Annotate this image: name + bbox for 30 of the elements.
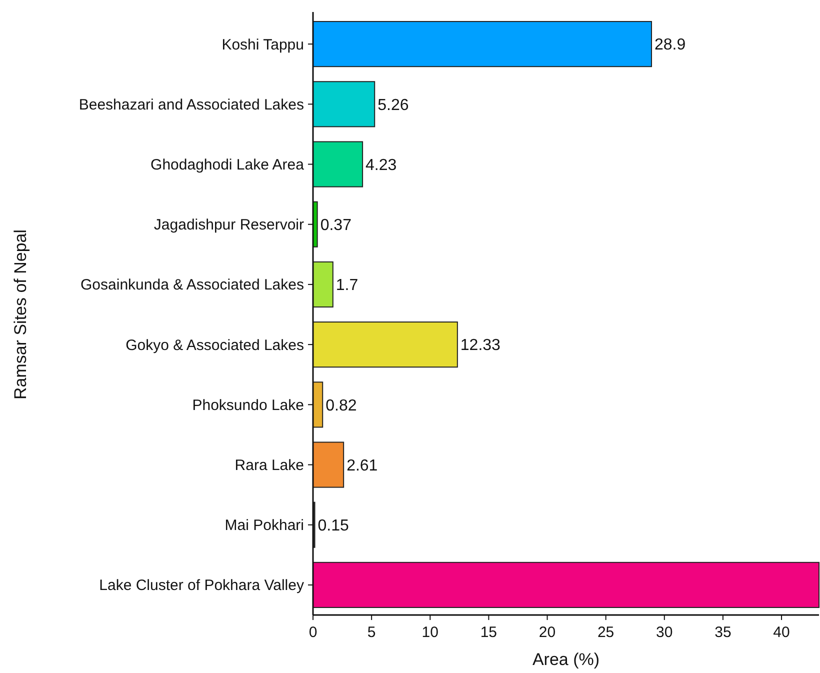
x-tick-label: 15 [480,624,498,641]
data-label: 0.37 [320,216,352,234]
data-label: 4.23 [366,156,397,174]
y-tick-label: Jagadishpur Reservoir [154,216,304,234]
x-tick-label: 30 [656,624,673,641]
y-tick-label: Gosainkunda & Associated Lakes [80,276,304,294]
data-label: 0.15 [318,517,349,534]
y-tick-label: Ghodaghodi Lake Area [150,156,305,174]
x-tick-label: 5 [367,624,376,641]
x-tick-label: 20 [538,624,556,641]
x-tick-label: 40 [773,624,790,641]
y-tick-label: Koshi Tappu [222,36,304,54]
x-tick-label: 10 [422,624,438,641]
data-label: 28.9 [654,36,686,54]
data-label: 1.7 [336,277,358,294]
x-tick-label: 35 [714,624,732,641]
x-axis-title: Area (%) [532,650,600,669]
y-tick-label: Phoksundo Lake [192,396,304,414]
y-tick-label: Gokyo & Associated Lakes [126,336,304,354]
x-tick-label: 25 [597,624,614,641]
x-tick-label: 0 [308,624,318,641]
y-tick-label: Mai Pokhari [224,517,304,534]
y-tick-label: Lake Cluster of Pokhara Valley [99,577,304,594]
y-axis-title: Ramsar Sites of Nepal [11,229,30,400]
y-tick-label: Rara Lake [234,457,304,474]
data-label: 2.61 [346,457,378,474]
data-label: 0.82 [326,397,357,414]
data-label: 5.26 [378,96,409,114]
data-label: 12.33 [460,337,501,354]
y-tick-label: Beeshazari and Associated Lakes [78,96,304,114]
